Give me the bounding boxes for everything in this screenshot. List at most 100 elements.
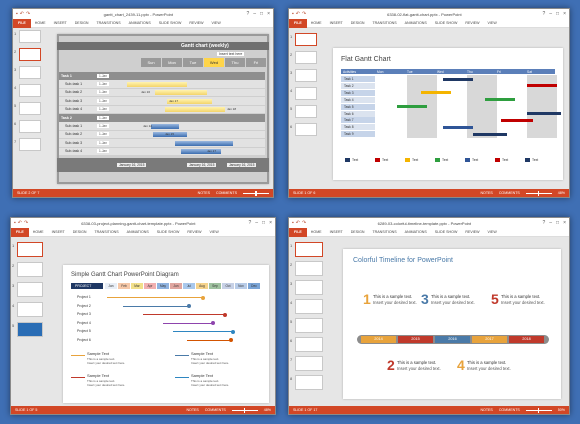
slide-thumbnail[interactable] (295, 280, 323, 295)
slide-thumbnail[interactable] (295, 242, 323, 257)
tab-design[interactable]: DESIGN (350, 21, 365, 25)
notes-button[interactable]: NOTES (186, 408, 199, 412)
zoom-slider[interactable] (525, 407, 552, 413)
tab-transitions[interactable]: TRANSITIONS (372, 230, 397, 234)
undo-icon[interactable]: ↶ (295, 11, 300, 17)
minimize-icon[interactable]: – (549, 220, 553, 226)
slide-thumbnail[interactable] (19, 138, 41, 151)
notes-button[interactable]: NOTES (480, 191, 493, 195)
tab-animations[interactable]: ANIMATIONS (404, 230, 427, 234)
tab-insert[interactable]: INSERT (329, 230, 343, 234)
tab-home[interactable]: HOME (34, 21, 46, 25)
tab-animations[interactable]: ANIMATIONS (126, 230, 149, 234)
tab-design[interactable]: DESIGN (72, 230, 87, 234)
slide-thumbnail[interactable] (295, 356, 323, 371)
comments-button[interactable]: COMMENTS (498, 408, 520, 412)
save-icon[interactable]: ▪ (16, 11, 18, 17)
minimize-icon[interactable]: – (549, 11, 553, 17)
close-icon[interactable]: × (563, 11, 566, 17)
slide-thumbnail[interactable] (17, 262, 43, 277)
slide-canvas[interactable]: Colorful Timeline for PowerPoint 1 This i… (343, 249, 561, 399)
slide-canvas[interactable]: Simple Gantt Chart PowerPoint Diagram PR… (63, 265, 269, 403)
slide-thumbnail[interactable] (295, 318, 323, 333)
slide-thumbnail[interactable] (295, 33, 317, 46)
slide-thumbnail[interactable] (295, 51, 317, 64)
slide-thumbnail[interactable] (295, 337, 323, 352)
tab-design[interactable]: DESIGN (350, 230, 365, 234)
comments-button[interactable]: COMMENTS (204, 408, 226, 412)
slide-thumbnail[interactable] (295, 69, 317, 82)
tab-view[interactable]: VIEW (209, 230, 219, 234)
slide-thumbnail[interactable] (17, 322, 43, 337)
slide-thumbnail[interactable] (19, 48, 41, 61)
tab-animations[interactable]: ANIMATIONS (128, 21, 151, 25)
zoom-slider[interactable] (231, 407, 258, 413)
tab-home[interactable]: HOME (310, 230, 322, 234)
slide-thumbnail[interactable] (295, 105, 317, 118)
zoom-slider[interactable] (525, 190, 552, 196)
slide-thumbnail[interactable] (19, 102, 41, 115)
tab-slide-show[interactable]: SLIDE SHOW (434, 230, 458, 234)
redo-icon[interactable]: ↷ (301, 11, 307, 17)
slide-thumbnail[interactable] (19, 66, 41, 79)
maximize-icon[interactable]: □ (556, 220, 560, 226)
tab-slide-show[interactable]: SLIDE SHOW (158, 21, 182, 25)
undo-icon[interactable]: ↶ (19, 11, 24, 17)
help-icon[interactable]: ? (542, 220, 546, 226)
tab-home[interactable]: HOME (32, 230, 44, 234)
tab-file[interactable]: FILE (289, 227, 307, 237)
slide-thumbnail[interactable] (295, 261, 323, 276)
tab-file[interactable]: FILE (13, 18, 31, 28)
zoom-level[interactable]: 48% (263, 408, 271, 412)
tab-file[interactable]: FILE (11, 227, 29, 237)
tab-transitions[interactable]: TRANSITIONS (94, 230, 119, 234)
redo-icon[interactable]: ↷ (301, 220, 307, 226)
slide-thumbnail[interactable] (17, 302, 43, 317)
tab-review[interactable]: REVIEW (189, 21, 204, 25)
undo-icon[interactable]: ↶ (295, 220, 300, 226)
slide-thumbnail[interactable] (295, 375, 323, 390)
tab-design[interactable]: DESIGN (74, 21, 89, 25)
close-icon[interactable]: × (269, 220, 272, 226)
tab-file[interactable]: FILE (289, 18, 307, 28)
tab-insert[interactable]: INSERT (329, 21, 343, 25)
tab-view[interactable]: VIEW (487, 230, 497, 234)
maximize-icon[interactable]: □ (260, 11, 264, 17)
tab-view[interactable]: VIEW (487, 21, 497, 25)
tab-transitions[interactable]: TRANSITIONS (372, 21, 397, 25)
zoom-level[interactable]: 50% (557, 408, 565, 412)
tab-slide-show[interactable]: SLIDE SHOW (156, 230, 180, 234)
save-icon[interactable]: ▪ (292, 220, 294, 226)
slide-thumbnail[interactable] (17, 282, 43, 297)
save-icon[interactable]: ▪ (14, 220, 16, 226)
zoom-slider[interactable] (243, 190, 269, 196)
comments-button[interactable]: COMMENTS (216, 191, 237, 195)
tab-insert[interactable]: INSERT (53, 21, 67, 25)
slide-thumbnail[interactable] (17, 242, 43, 257)
minimize-icon[interactable]: – (253, 11, 257, 17)
tab-home[interactable]: HOME (310, 21, 322, 25)
notes-button[interactable]: NOTES (480, 408, 493, 412)
help-icon[interactable]: ? (542, 11, 546, 17)
slide-thumbnail[interactable] (295, 87, 317, 100)
slide-thumbnail[interactable] (19, 30, 41, 43)
slide-canvas[interactable]: Flat Gantt Chart Activities Mon Tue Wed Thu F… (333, 48, 563, 180)
comments-button[interactable]: COMMENTS (498, 191, 520, 195)
close-icon[interactable]: × (267, 11, 270, 17)
slide-canvas[interactable]: Gantt chart (weekly) Insert text here Su… (57, 34, 269, 184)
tab-transitions[interactable]: TRANSITIONS (96, 21, 121, 25)
tab-review[interactable]: REVIEW (465, 21, 480, 25)
save-icon[interactable]: ▪ (292, 11, 294, 17)
tab-view[interactable]: VIEW (211, 21, 221, 25)
undo-icon[interactable]: ↶ (17, 220, 22, 226)
slide-thumbnail[interactable] (19, 84, 41, 97)
redo-icon[interactable]: ↷ (23, 220, 29, 226)
tab-review[interactable]: REVIEW (465, 230, 480, 234)
tab-slide-show[interactable]: SLIDE SHOW (434, 21, 458, 25)
maximize-icon[interactable]: □ (262, 220, 266, 226)
slide-thumbnail[interactable] (295, 123, 317, 136)
notes-button[interactable]: NOTES (197, 191, 211, 195)
slide-thumbnail[interactable] (295, 299, 323, 314)
close-icon[interactable]: × (563, 220, 566, 226)
tab-animations[interactable]: ANIMATIONS (404, 21, 427, 25)
